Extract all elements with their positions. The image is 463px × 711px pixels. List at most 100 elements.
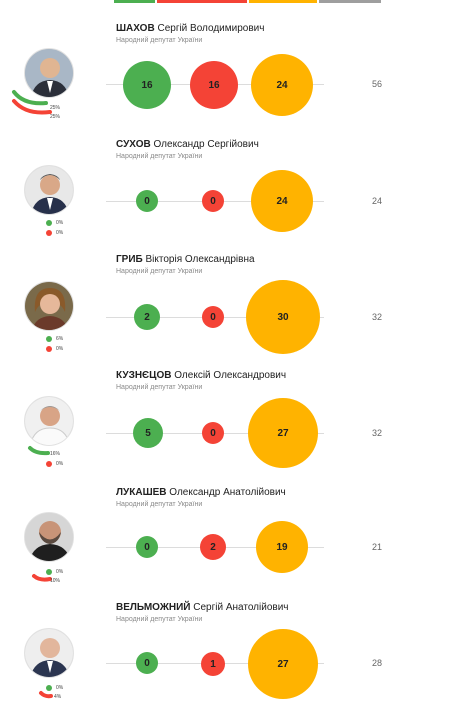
amber-count-circle[interactable]: 24 bbox=[251, 54, 313, 116]
green-count-circle[interactable]: 5 bbox=[133, 418, 163, 448]
top-bar-red bbox=[157, 0, 247, 3]
green-count-circle[interactable]: 0 bbox=[136, 190, 158, 212]
deputy-row[interactable]: ВЕЛЬМОЖНИЙ Сергій Анатолійович Народний … bbox=[0, 602, 463, 711]
deputy-surname: ГРИБ bbox=[116, 254, 143, 265]
red-share: 25% bbox=[46, 113, 60, 120]
red-share: 4% bbox=[50, 693, 61, 700]
total-count: 32 bbox=[371, 428, 382, 438]
deputy-row[interactable]: ЛУКАШЕВ Олександр Анатолійович Народний … bbox=[0, 487, 463, 605]
deputy-surname: ЛУКАШЕВ bbox=[116, 487, 167, 498]
amber-count-circle[interactable]: 30 bbox=[246, 280, 320, 354]
green-share-label: 6% bbox=[56, 335, 64, 342]
deputy-given-name: Вікторія Олександрівна bbox=[145, 254, 255, 265]
person-portrait-icon[interactable] bbox=[24, 165, 74, 215]
deputy-role: Народний депутат України bbox=[116, 501, 203, 508]
top-bar-amber bbox=[249, 0, 317, 3]
green-share: 6% bbox=[46, 335, 63, 342]
deputy-name[interactable]: ЛУКАШЕВ Олександр Анатолійович bbox=[116, 487, 286, 498]
amber-count-circle[interactable]: 27 bbox=[248, 629, 318, 699]
green-dot bbox=[46, 684, 52, 691]
red-share-label: 0% bbox=[56, 229, 64, 236]
deputy-role: Народний депутат України bbox=[116, 153, 203, 160]
red-share-label: 4% bbox=[54, 693, 62, 700]
deputy-name[interactable]: ШАХОВ Сергій Володимирович bbox=[116, 23, 264, 34]
red-share: 0% bbox=[46, 460, 63, 467]
top-bar-green bbox=[114, 0, 155, 3]
person-portrait-icon[interactable] bbox=[24, 396, 74, 446]
total-count: 24 bbox=[371, 196, 382, 206]
score-arc bbox=[39, 691, 53, 699]
green-share-label: 0% bbox=[56, 568, 64, 575]
deputy-given-name: Сергій Володимирович bbox=[157, 23, 265, 34]
green-share-label: 25% bbox=[50, 104, 61, 111]
deputy-name[interactable]: СУХОВ Олександр Сергійович bbox=[116, 139, 259, 150]
deputy-name[interactable]: ВЕЛЬМОЖНИЙ Сергій Анатолійович bbox=[116, 602, 288, 613]
red-count-circle[interactable]: 0 bbox=[202, 422, 224, 444]
red-share: 10% bbox=[46, 577, 60, 584]
top-bar-gray bbox=[319, 0, 381, 3]
green-share-label: 16% bbox=[50, 450, 61, 457]
deputy-surname: КУЗНЄЦОВ bbox=[116, 370, 172, 381]
green-count-circle[interactable]: 0 bbox=[136, 652, 158, 674]
deputy-role: Народний депутат України bbox=[116, 384, 203, 391]
green-count-circle[interactable]: 16 bbox=[123, 61, 171, 109]
red-share-label: 0% bbox=[56, 460, 64, 467]
deputy-role: Народний депутат України bbox=[116, 37, 203, 44]
deputy-row[interactable]: СУХОВ Олександр Сергійович Народний депу… bbox=[0, 139, 463, 257]
red-share: 0% bbox=[46, 229, 63, 236]
amber-count-circle[interactable]: 27 bbox=[248, 398, 318, 468]
total-count: 28 bbox=[371, 658, 382, 668]
red-count-circle[interactable]: 1 bbox=[201, 652, 225, 676]
green-dot bbox=[46, 335, 52, 342]
red-count-circle[interactable]: 0 bbox=[202, 306, 224, 328]
person-portrait-icon[interactable] bbox=[24, 512, 74, 562]
deputy-surname: ВЕЛЬМОЖНИЙ bbox=[116, 602, 191, 613]
red-dot bbox=[46, 229, 52, 236]
deputy-name[interactable]: ГРИБ Вікторія Олександрівна bbox=[116, 254, 255, 265]
green-share: 0% bbox=[46, 568, 63, 575]
deputy-given-name: Олександр Анатолійович bbox=[169, 487, 286, 498]
green-share-label: 0% bbox=[56, 219, 64, 226]
score-arc bbox=[28, 446, 50, 456]
total-count: 32 bbox=[371, 312, 382, 322]
deputy-role: Народний депутат України bbox=[116, 616, 203, 623]
green-count-circle[interactable]: 0 bbox=[136, 536, 158, 558]
deputy-given-name: Олексій Олександрович bbox=[174, 370, 287, 381]
deputy-name[interactable]: КУЗНЄЦОВ Олексій Олександрович bbox=[116, 370, 286, 381]
person-portrait-icon[interactable] bbox=[24, 628, 74, 678]
total-count: 21 bbox=[371, 542, 382, 552]
red-dot bbox=[46, 345, 52, 352]
green-share: 0% bbox=[46, 219, 63, 226]
red-share-label: 0% bbox=[56, 345, 64, 352]
deputy-role: Народний депутат України bbox=[116, 268, 203, 275]
red-count-circle[interactable]: 0 bbox=[202, 190, 224, 212]
total-count: 56 bbox=[371, 79, 382, 89]
person-portrait-icon[interactable] bbox=[24, 281, 74, 331]
amber-count-circle[interactable]: 19 bbox=[256, 521, 308, 573]
top-color-bar bbox=[0, 0, 463, 3]
green-share: 16% bbox=[46, 450, 60, 457]
red-count-circle[interactable]: 2 bbox=[200, 534, 226, 560]
deputy-surname: ШАХОВ bbox=[116, 23, 155, 34]
deputy-row[interactable]: ШАХОВ Сергій Володимирович Народний депу… bbox=[0, 23, 463, 141]
person-portrait-icon[interactable] bbox=[24, 48, 74, 98]
red-dot bbox=[46, 460, 52, 467]
deputy-row[interactable]: ГРИБ Вікторія Олександрівна Народний деп… bbox=[0, 254, 463, 372]
green-dot bbox=[46, 568, 52, 575]
deputy-given-name: Сергій Анатолійович bbox=[193, 602, 289, 613]
score-arc bbox=[12, 90, 52, 115]
amber-count-circle[interactable]: 24 bbox=[251, 170, 313, 232]
green-share: 0% bbox=[46, 684, 63, 691]
red-share: 0% bbox=[46, 345, 63, 352]
deputy-surname: СУХОВ bbox=[116, 139, 151, 150]
deputy-row[interactable]: КУЗНЄЦОВ Олексій Олександрович Народний … bbox=[0, 370, 463, 488]
green-count-circle[interactable]: 2 bbox=[134, 304, 160, 330]
red-share-label: 10% bbox=[50, 577, 61, 584]
red-share-label: 25% bbox=[50, 113, 61, 120]
deputy-given-name: Олександр Сергійович bbox=[153, 139, 259, 150]
score-arc bbox=[32, 574, 52, 582]
green-share-label: 0% bbox=[56, 684, 64, 691]
green-dot bbox=[46, 219, 52, 226]
red-count-circle[interactable]: 16 bbox=[190, 61, 238, 109]
green-share: 25% bbox=[46, 104, 60, 111]
